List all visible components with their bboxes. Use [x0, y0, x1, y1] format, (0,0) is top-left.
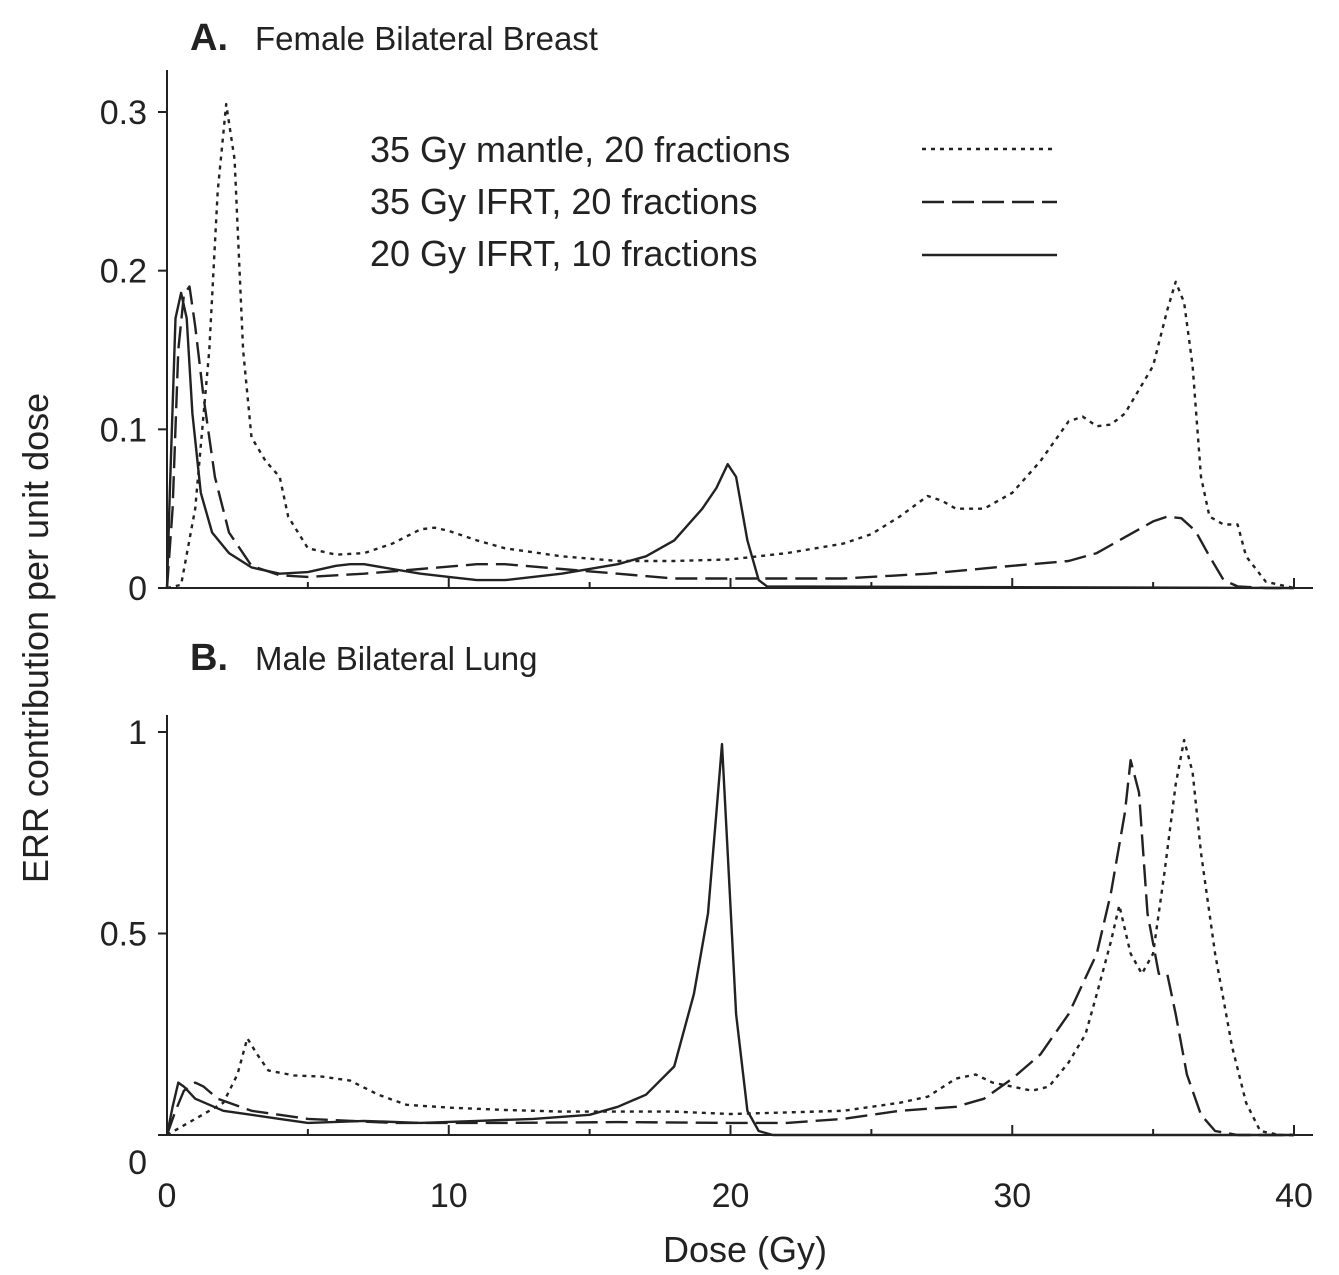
panel-a-letter: A. — [190, 17, 228, 59]
panel-b-title: Male Bilateral Lung — [255, 640, 538, 677]
x-tick-label: 30 — [993, 1177, 1031, 1215]
x-tick-label: 20 — [712, 1177, 750, 1215]
y-axis-label: ERR contribution per unit dose — [15, 393, 56, 883]
series-line-a-dotted — [166, 102, 1295, 590]
series-line-b-dotted — [166, 738, 1294, 1137]
panel-b-letter: B. — [190, 637, 228, 679]
legend: 35 Gy mantle, 20 fractions 35 Gy IFRT, 2… — [370, 129, 1057, 274]
y-tick-label-b: 0.5 — [100, 916, 147, 954]
legend-label-ifrt35: 35 Gy IFRT, 20 fractions — [370, 181, 758, 222]
legend-label-ifrt20: 20 Gy IFRT, 10 fractions — [370, 233, 758, 274]
x-tick-label: 0 — [158, 1177, 177, 1215]
y-tick-label-b: 0 — [128, 1144, 147, 1182]
x-tick-label: 10 — [430, 1177, 468, 1215]
x-tick-label: 40 — [1275, 1177, 1313, 1215]
y-tick-label-a: 0.3 — [100, 94, 147, 132]
y-tick-label-a: 0 — [128, 570, 147, 608]
series-line-a-dashed — [165, 285, 1294, 590]
series-line-b-dashed — [165, 759, 1294, 1137]
series-line-b-solid — [165, 742, 1294, 1137]
legend-label-mantle: 35 Gy mantle, 20 fractions — [370, 129, 790, 170]
y-tick-label-b: 1 — [128, 714, 147, 752]
y-tick-label-a: 0.1 — [100, 411, 147, 449]
series-line-a-solid — [165, 291, 1295, 590]
panel-a-plot: 0 0.1 0.2 0.3 — [100, 70, 1313, 608]
x-axis-label: Dose (Gy) — [663, 1229, 827, 1270]
y-tick-label-a: 0.2 — [100, 253, 147, 291]
panel-b-plot: 00.510 10 20 30 40 — [100, 714, 1313, 1215]
panel-a-title: Female Bilateral Breast — [255, 20, 598, 57]
